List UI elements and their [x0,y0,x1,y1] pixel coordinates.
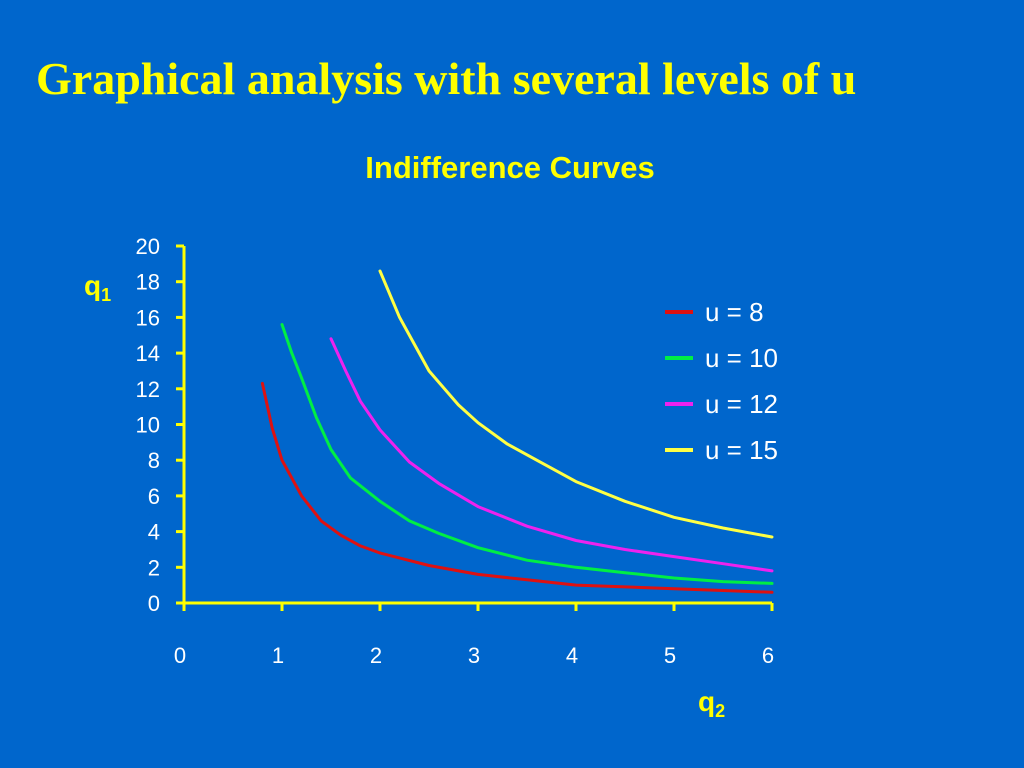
x-tick-label: 4 [566,643,578,668]
y-tick-label: 20 [136,234,160,259]
x-tick-label: 1 [272,643,284,668]
y-tick-label: 18 [136,270,160,295]
x-tick-label: 3 [468,643,480,668]
x-tick-label: 5 [664,643,676,668]
series-line-3 [329,337,774,573]
legend-label-3: u = 12 [705,389,778,419]
x-axis-label-sub: 2 [715,701,725,721]
y-tick-label: 6 [148,484,160,509]
y-tick-label: 14 [136,341,160,366]
x-axis-label: q2 [698,686,725,721]
series-line-2 [280,323,774,585]
y-axis-label-main: q [84,270,101,301]
y-axis-label: q1 [84,270,111,305]
y-tick-label: 4 [148,520,160,545]
legend-label-1: u = 8 [705,297,764,327]
chart-series [260,269,774,594]
x-tick-label: 2 [370,643,382,668]
legend-label-4: u = 15 [705,435,778,465]
x-axis-label-main: q [698,686,715,717]
y-axis-label-sub: 1 [101,285,111,305]
legend-label-2: u = 10 [705,343,778,373]
slide-title: Graphical analysis with several levels o… [36,53,857,104]
y-tick-label: 10 [136,413,160,438]
y-tick-label: 2 [148,555,160,580]
x-tick-label: 0 [174,643,186,668]
chart-title: Indifference Curves [365,150,654,185]
chart-legend: u = 8 u = 10 u = 12 u = 15 [665,297,778,465]
x-tick-label: 6 [762,643,774,668]
y-tick-label: 16 [136,305,160,330]
y-tick-label: 0 [148,591,160,616]
series-line-4 [378,269,774,539]
series-line-1 [260,381,774,594]
y-tick-label: 12 [136,377,160,402]
y-tick-label: 8 [148,448,160,473]
